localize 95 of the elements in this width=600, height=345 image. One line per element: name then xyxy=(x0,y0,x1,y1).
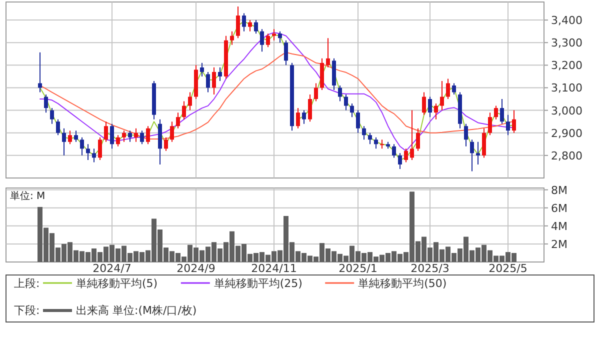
candlestick xyxy=(182,100,186,120)
candlestick xyxy=(422,92,426,116)
candlestick xyxy=(356,110,360,134)
candlestick xyxy=(122,130,126,142)
y-tick-label: 2M xyxy=(551,238,568,251)
candlestick xyxy=(494,105,498,120)
candlestick xyxy=(380,139,384,150)
candlestick xyxy=(242,12,246,32)
candlestick xyxy=(110,123,114,150)
candlestick xyxy=(38,52,42,93)
x-tick-label: 2024/11 xyxy=(251,262,297,275)
x-tick-label: 2025/1 xyxy=(338,262,378,275)
candlestick xyxy=(506,114,510,136)
candlestick xyxy=(176,112,180,129)
candlestick xyxy=(488,112,492,136)
candlestick xyxy=(272,28,276,41)
y-axis-title: 単位: M xyxy=(10,190,46,202)
legend-label: 単純移動平均(50) xyxy=(358,277,447,290)
candlestick xyxy=(482,128,486,158)
candlestick xyxy=(92,148,96,163)
candlestick xyxy=(302,110,306,124)
y-tick-label: 4M xyxy=(551,220,568,233)
candlestick xyxy=(446,78,450,100)
candlestick xyxy=(164,136,168,152)
candlestick xyxy=(68,130,72,145)
candlestick xyxy=(368,132,372,145)
candlestick xyxy=(410,110,414,160)
candlestick xyxy=(140,130,144,145)
candlestick xyxy=(452,82,456,96)
y-tick-label: 8M xyxy=(551,184,568,197)
candlestick xyxy=(398,152,402,170)
candlestick xyxy=(512,110,516,134)
candlestick xyxy=(200,62,204,77)
y-tick-label: 3,000 xyxy=(551,104,582,118)
candlestick xyxy=(266,33,270,48)
y-tick-label: 3,400 xyxy=(551,14,582,28)
candlestick xyxy=(314,82,318,102)
candlestick xyxy=(344,94,348,111)
candlestick xyxy=(434,103,438,120)
candlestick xyxy=(296,108,300,129)
candlestick xyxy=(470,139,474,172)
candlestick xyxy=(146,126,150,145)
x-tick-label: 2025/5 xyxy=(488,262,528,275)
candlestick xyxy=(170,121,174,142)
candlestick xyxy=(374,136,378,150)
candlestick xyxy=(428,96,432,118)
candlestick xyxy=(350,103,354,118)
candlestick xyxy=(128,130,132,142)
candlestick xyxy=(440,80,444,111)
candlestick xyxy=(404,148,408,163)
candlestick xyxy=(284,40,288,66)
y-tick-label: 2,800 xyxy=(551,149,582,162)
legend-title: 上段: xyxy=(14,277,40,290)
candlestick xyxy=(248,20,252,32)
candlestick xyxy=(56,118,60,136)
candlestick xyxy=(236,6,240,39)
candlestick xyxy=(362,126,366,140)
y-tick-label: 6M xyxy=(551,202,568,215)
candlestick xyxy=(218,66,222,82)
candlestick xyxy=(50,108,54,124)
y-tick-label: 3,300 xyxy=(551,36,582,50)
x-tick-label: 2025/3 xyxy=(410,262,450,275)
candlestick xyxy=(464,123,468,147)
candlestick xyxy=(86,144,90,160)
candlestick xyxy=(116,134,120,147)
candlestick xyxy=(254,20,258,34)
legend-label: 単純移動平均(25) xyxy=(214,277,302,290)
candlestick xyxy=(416,128,420,152)
candlestick xyxy=(278,30,282,44)
legend-title: 下段: xyxy=(14,304,40,317)
candlestick xyxy=(260,28,264,52)
candlestick xyxy=(134,128,138,142)
legend-label: 単純移動平均(5) xyxy=(76,277,158,290)
legend-label: 出来高 単位:(M株/口/枚) xyxy=(76,304,197,317)
candlestick xyxy=(74,130,78,142)
x-tick-label: 2024/9 xyxy=(176,262,216,275)
candlestick xyxy=(500,98,504,124)
candlestick xyxy=(338,84,342,102)
candlestick xyxy=(308,94,312,122)
candlestick xyxy=(230,30,234,46)
y-tick-label: 2,900 xyxy=(551,126,582,140)
candlestick xyxy=(188,92,192,111)
candlestick xyxy=(104,121,108,142)
candlestick xyxy=(98,136,102,160)
x-tick-label: 2024/7 xyxy=(92,262,132,275)
y-tick-label: 3,200 xyxy=(551,59,582,72)
candlestick xyxy=(476,141,480,165)
candlestick xyxy=(212,66,216,96)
y-tick-label: 3,100 xyxy=(551,82,582,95)
candlestick xyxy=(206,71,210,93)
candlestick xyxy=(392,144,396,158)
candlestick xyxy=(44,94,48,114)
candlestick xyxy=(62,128,66,156)
candlestick xyxy=(326,38,330,68)
candlestick xyxy=(80,136,84,156)
